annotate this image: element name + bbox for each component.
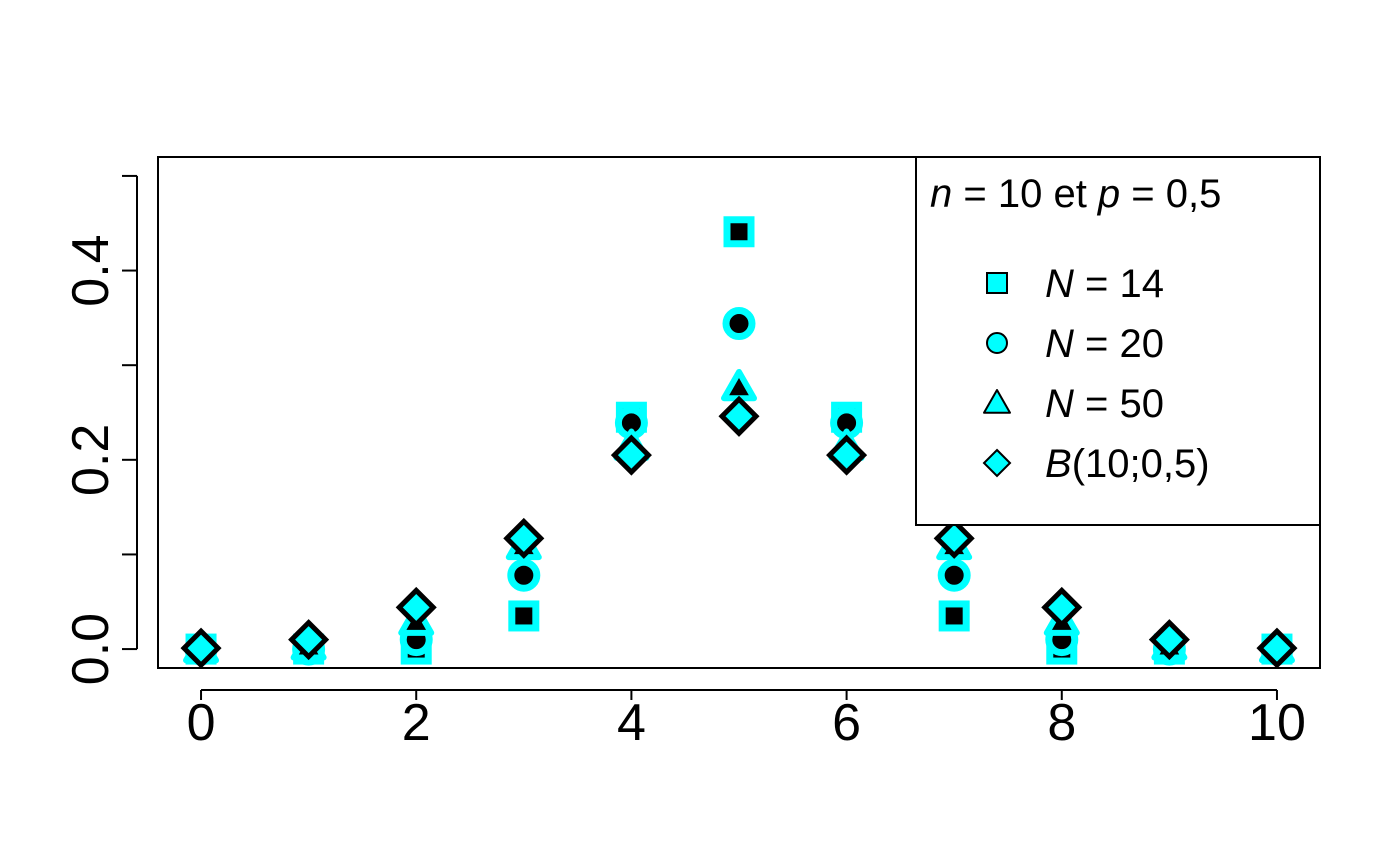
data-point-circle xyxy=(722,307,756,341)
data-point-diamond xyxy=(503,517,545,559)
data-point-square xyxy=(723,216,755,248)
data-point-square xyxy=(938,600,970,632)
data-point-diamond xyxy=(718,395,760,437)
legend-label: B(10;0,5) xyxy=(1045,442,1210,486)
data-point-diamond xyxy=(1256,627,1298,669)
x-tick-label: 4 xyxy=(617,694,646,752)
legend-marker-circle xyxy=(986,332,1008,354)
legend-entry: N = 20 xyxy=(986,322,1164,366)
y-tick-label: 0.2 xyxy=(62,424,120,496)
legend: n = 10 et p = 0,5 N = 14 N = 20 N = 50 B(10… xyxy=(915,156,1321,526)
data-point-diamond xyxy=(180,627,222,669)
legend-marker-diamond xyxy=(982,448,1012,478)
data-point-square xyxy=(508,600,540,632)
legend-marker-square xyxy=(986,272,1008,294)
data-point-diamond xyxy=(610,434,652,476)
legend-entry: N = 50 xyxy=(983,382,1164,426)
legend-label: N = 14 xyxy=(1045,262,1164,306)
data-point-circle xyxy=(937,558,971,592)
series-diamond xyxy=(180,395,1298,669)
axes: 0 2 4 6 8 10 0.0 0.2 0.4 xyxy=(62,156,1321,752)
data-point-diamond xyxy=(395,586,437,628)
data-point-diamond xyxy=(826,434,868,476)
data-point-circle xyxy=(507,558,541,592)
data-point-diamond xyxy=(288,619,330,661)
legend-entry: B(10;0,5) xyxy=(982,442,1210,486)
legend-label: N = 50 xyxy=(1045,382,1164,426)
legend-title: n = 10 et p = 0,5 xyxy=(930,172,1221,216)
x-tick-label: 0 xyxy=(187,694,216,752)
data-point-diamond xyxy=(1041,586,1083,628)
legend-label: N = 20 xyxy=(1045,322,1164,366)
data-point-diamond xyxy=(1148,619,1190,661)
y-tick-label: 0.0 xyxy=(62,613,120,685)
x-tick-label: 10 xyxy=(1248,694,1306,752)
x-tick-label: 2 xyxy=(402,694,431,752)
legend-entry: N = 14 xyxy=(986,262,1164,306)
data-marks xyxy=(180,216,1298,669)
legend-marker-triangle xyxy=(983,389,1011,414)
x-tick-label: 8 xyxy=(1047,694,1076,752)
y-tick-label: 0.4 xyxy=(62,234,120,306)
data-point-diamond xyxy=(933,517,975,559)
x-tick-label: 6 xyxy=(832,694,861,752)
